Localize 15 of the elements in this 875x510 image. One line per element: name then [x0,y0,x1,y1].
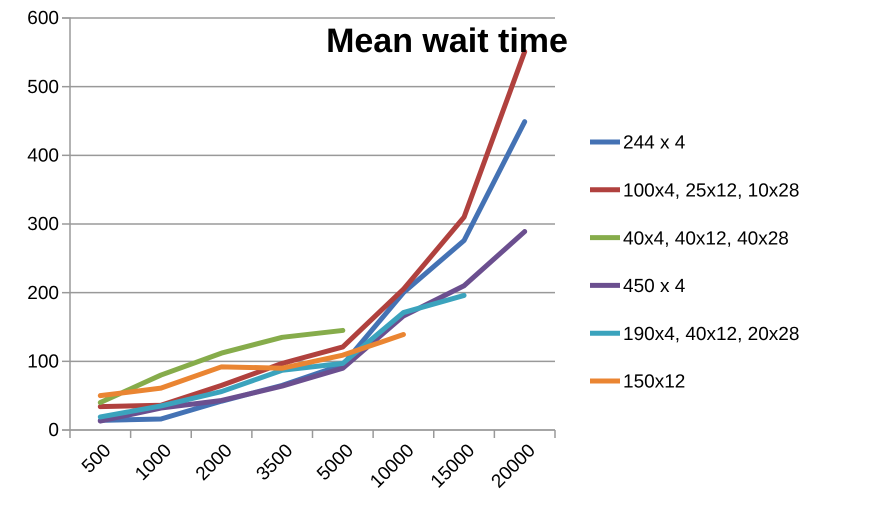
y-tick-label: 300 [27,214,59,236]
legend-label: 150x12 [623,372,686,393]
legend-label: 100x4, 25x12, 10x28 [623,180,800,202]
chart-title: Mean wait time [326,22,568,60]
y-tick-label: 500 [27,76,59,98]
legend-label: 190x4, 40x12, 20x28 [623,324,800,345]
legend-label: 40x4, 40x12, 40x28 [623,228,789,250]
y-tick-label: 600 [27,8,59,30]
y-tick-label: 100 [27,351,59,372]
y-tick-label: 0 [48,420,59,442]
y-tick-label: 200 [27,282,59,304]
y-tick-label: 400 [27,145,59,166]
legend-label: 450 x 4 [623,276,686,298]
x-tick-label: 500 [78,440,116,478]
legend-label: 244 x 4 [623,132,686,154]
